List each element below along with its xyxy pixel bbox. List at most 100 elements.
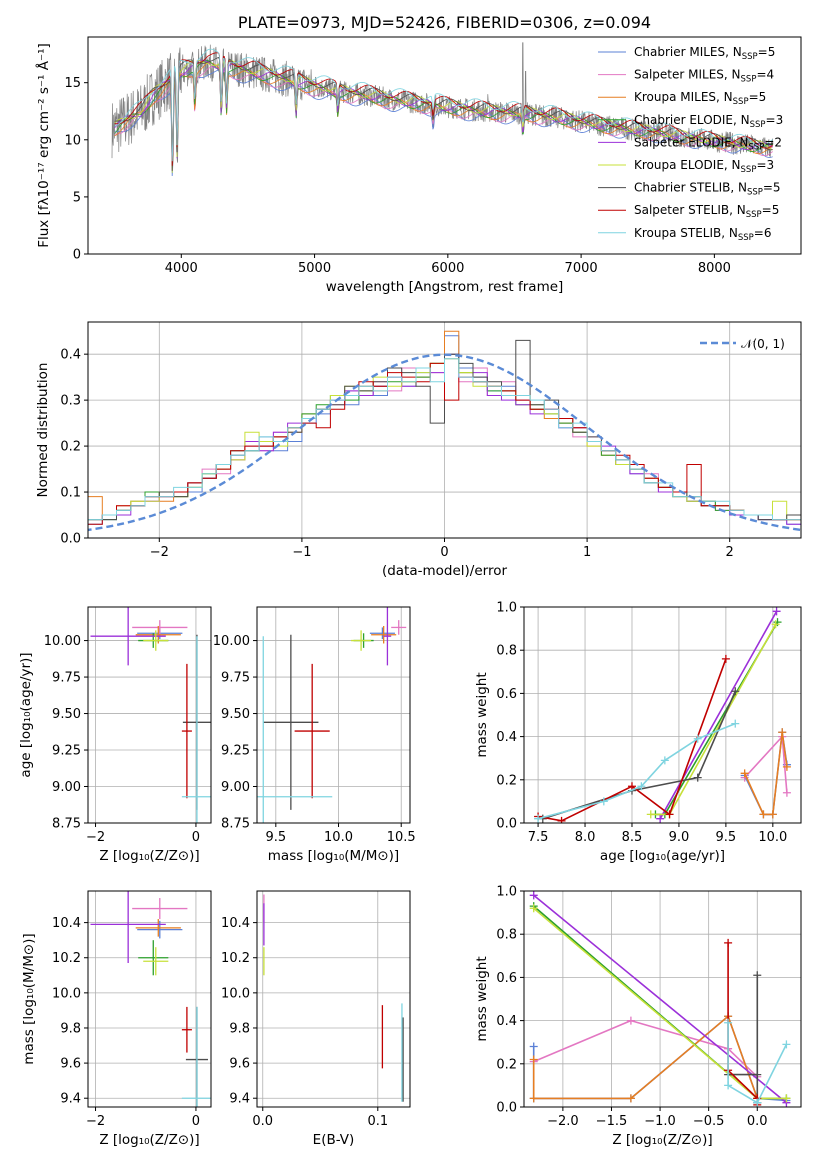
y-tick-label: 0.2 — [60, 440, 81, 455]
y-tick-label: 10.2 — [52, 951, 81, 966]
x-tick-label: 8000 — [698, 261, 731, 276]
weight-marker — [724, 1018, 733, 1027]
error-bar — [90, 607, 166, 666]
weight-marker — [778, 728, 787, 737]
x-tick-label: 9.5 — [265, 830, 286, 845]
axis-box — [87, 606, 212, 824]
weight-marker — [768, 810, 777, 819]
y-axis-label: mass weight — [474, 956, 490, 1041]
x-axis-label: Z [log₁₀(Z/Z⊙)] — [612, 1132, 712, 1148]
error-bar — [181, 663, 192, 799]
weight-marker — [753, 1098, 762, 1107]
y-axis-label: mass [log₁₀(M/M⊙)] — [21, 933, 37, 1064]
axes-age_vs_mass: 9.5 10.0 10.5 8.75 9.00 9.25 9.50 9.75 10.00 mass… — [213, 606, 416, 864]
y-tick-label: 0.6 — [496, 687, 517, 702]
legend-label-value: =6 — [754, 226, 772, 240]
axis-box — [256, 606, 411, 824]
legend-label-value: =5 — [763, 181, 781, 195]
y-tick-label: 0.0 — [60, 532, 81, 547]
weight-line — [650, 623, 777, 816]
histogram-series — [88, 358, 801, 521]
error-bar — [383, 607, 392, 666]
y-tick-label: 0.0 — [496, 1101, 517, 1116]
weight-marker — [529, 1042, 538, 1051]
x-tick-label: −1.0 — [644, 1114, 676, 1129]
weight-marker — [646, 810, 655, 819]
weight-marker — [660, 756, 669, 765]
y-axis-label: mass weight — [474, 672, 490, 757]
y-tick-label: 5 — [73, 190, 81, 205]
y-tick-label: 9.00 — [52, 780, 81, 795]
y-tick-label: 9.25 — [221, 744, 250, 759]
axis-frame-age_vs_mass: 9.5 10.0 10.5 8.75 9.00 9.25 9.50 9.75 10.00 mass… — [213, 606, 416, 864]
weight-marker — [529, 891, 538, 900]
x-tick-label: 8.0 — [575, 830, 596, 845]
y-tick-label: 8.75 — [221, 817, 250, 832]
weight-marker — [529, 1055, 538, 1064]
weight-line — [727, 1022, 788, 1104]
axes-age_vs_Z: −2 0 8.75 9.00 9.25 9.50 9.75 10.00 Z [log₁₀(Z/Z… — [18, 606, 212, 864]
x-axis-label: mass [log₁₀(M/M⊙)] — [268, 848, 399, 864]
weight-marker — [656, 814, 665, 823]
legend-label: Salpeter ELODIE, NSSP=2 — [634, 135, 782, 152]
weight-marker — [731, 719, 740, 728]
error-bar — [181, 636, 211, 823]
chart-title: PLATE=0973, MJD=52426, FIBERID=0306, z=0… — [238, 13, 651, 32]
observed-spectrum — [111, 42, 774, 170]
legend-label: Chabrier MILES, NSSP=5 — [634, 45, 775, 62]
y-tick-label: 0.1 — [60, 486, 81, 501]
weight-marker — [626, 1016, 635, 1025]
weight-marker — [557, 816, 566, 823]
legend-label-sub: SSP — [741, 75, 757, 85]
axes-spectrum: 4000 5000 6000 7000 8000 0 5 10 15 wavelength [An… — [35, 13, 802, 295]
y-tick-label: 0.8 — [496, 644, 517, 659]
y-tick-label: 0.8 — [496, 928, 517, 943]
weight-marker — [759, 810, 768, 819]
x-tick-label: 10.0 — [324, 830, 353, 845]
y-tick-label: 0.2 — [496, 773, 517, 788]
x-tick-label: −2 — [150, 545, 169, 560]
legend-label: Salpeter STELIB, NSSP=5 — [634, 203, 779, 220]
x-axis-label: Z [log₁₀(Z/Z⊙)] — [99, 848, 199, 864]
x-tick-label: 7.5 — [528, 830, 549, 845]
axes-residuals: −2 −1 0 1 2 0.0 0.1 0.2 0.3 0.4 (data-model)/error… — [35, 321, 802, 579]
axis-box — [256, 890, 411, 1108]
axis-box — [87, 36, 802, 255]
model-spectrum — [114, 48, 773, 162]
y-tick-label: 9.8 — [229, 1021, 250, 1036]
error-bar — [132, 898, 188, 920]
axes-weight_vs_Z: −2.0 −1.5 −1.0 −0.5 0.0 0.0 0.2 0.4 0.6 0.8 1.0 Z [… — [474, 885, 802, 1148]
legend-label: Kroupa STELIB, NSSP=6 — [634, 226, 772, 243]
error-bar — [263, 634, 319, 810]
x-tick-label: −1.5 — [596, 1114, 628, 1129]
axis-frame-mass_vs_ebv: 0.0 0.1 9.4 9.6 9.8 10.0 10.2 10.4 E(B-V) — [221, 890, 411, 1148]
legend-label: Salpeter MILES, NSSP=4 — [634, 68, 774, 85]
axes-mass_vs_Z: −2 0 9.4 9.6 9.8 10.0 10.2 10.4 Z [log₁₀(Z/Z⊙)] m… — [21, 890, 212, 1148]
weight-marker — [782, 788, 791, 797]
error-bar — [135, 919, 181, 937]
legend-label-value: =5 — [749, 90, 767, 104]
y-tick-label: 9.25 — [52, 744, 81, 759]
y-tick-label: 9.75 — [221, 671, 250, 686]
weight-marker — [721, 654, 730, 663]
legend-label-name: Salpeter ELODIE, N — [634, 135, 748, 149]
legend-label-sub: SSP — [748, 142, 764, 152]
error-bar — [138, 940, 169, 976]
x-tick-label: 0 — [192, 1114, 200, 1129]
weight-marker — [753, 1070, 762, 1079]
axis-box — [523, 890, 802, 1108]
weight-marker — [772, 607, 781, 616]
error-bar — [181, 1006, 192, 1053]
y-tick-label: 10.4 — [52, 916, 81, 931]
plot-area-weight_vs_Z — [529, 891, 791, 1107]
y-tick-label: 10.0 — [221, 986, 250, 1001]
legend-label-sub: SSP — [747, 188, 763, 198]
x-tick-label: 2 — [726, 545, 734, 560]
legend-label-value: =5 — [762, 203, 780, 217]
y-tick-label: 0.6 — [496, 971, 517, 986]
error-bar — [137, 920, 183, 939]
weight-marker — [626, 1094, 635, 1103]
weight-line — [537, 722, 736, 820]
y-axis-label: Flux [fλ10⁻¹⁷ erg cm⁻² s⁻¹ Å⁻¹] — [35, 43, 52, 248]
y-tick-label: 10.00 — [213, 634, 250, 649]
